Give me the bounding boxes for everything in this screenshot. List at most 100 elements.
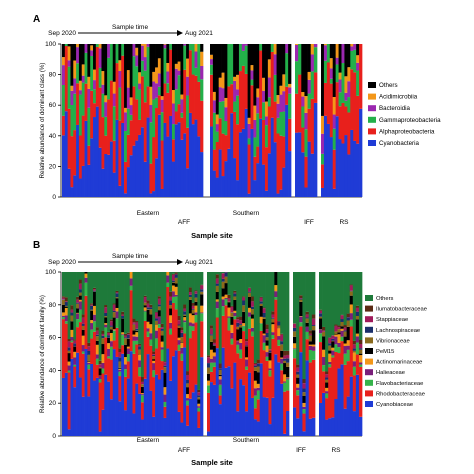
bar-segment-bacteroidia xyxy=(344,92,348,101)
bar-segment-rhodobacteraceae xyxy=(212,366,217,385)
bar-segment-stappiaceae xyxy=(73,340,77,344)
bar-segment-ilumatobacteraceae xyxy=(207,355,211,358)
bar-segment-stappiaceae xyxy=(81,317,85,324)
bar-segment-rhodobacteraceae xyxy=(322,371,326,393)
bar-segment-actinomarinaceae xyxy=(221,296,225,300)
bar-segment-stappiaceae xyxy=(236,319,240,323)
bar-segment-stappiaceae xyxy=(146,303,150,308)
bar-segment-rhodobacteraceae xyxy=(253,408,258,420)
bar-segment-others xyxy=(325,272,329,372)
bar-segment-halieaceae xyxy=(171,291,176,297)
bar-segment-rhodobacteraceae xyxy=(302,413,306,432)
bar-segment-flavobacteriaceae xyxy=(296,390,300,396)
bar-segment-acidimicrobiia xyxy=(323,44,328,46)
bar-segment-cyanobiaceae xyxy=(146,354,150,436)
bar-segment-halieaceae xyxy=(109,341,114,347)
bar-segment-acidimicrobiia xyxy=(129,97,133,106)
bar-segment-bacteroidia xyxy=(129,105,133,115)
bar-segment-bacteroidia xyxy=(264,116,269,126)
bar-segment-halieaceae xyxy=(340,330,344,337)
bar-segment-actinomarinaceae xyxy=(233,310,237,313)
bar-segment-acidimicrobiia xyxy=(288,83,292,88)
bar-segment-alphaproteobacteria xyxy=(183,69,187,134)
bar-segment-others xyxy=(200,272,204,285)
bar-segment-flavobacteriaceae xyxy=(215,308,220,318)
bar-segment-halieaceae xyxy=(118,369,122,372)
bar-segment-gammaproteobacteria xyxy=(276,117,280,134)
y-tick-label: 20 xyxy=(49,163,57,170)
bar-segment-stappiaceae xyxy=(115,292,119,294)
bar-segment-vibrionaceae xyxy=(322,331,326,337)
bar-segment-alphaproteobacteria xyxy=(288,118,292,152)
bar-segment-alphaproteobacteria xyxy=(174,111,178,125)
bar-segment-acidimicrobiia xyxy=(90,45,94,51)
bar-segment-stappiaceae xyxy=(174,273,178,275)
bar-segment-stappiaceae xyxy=(200,285,204,290)
bar-segment-bacteroidia xyxy=(177,70,181,76)
bar-segment-alphaproteobacteria xyxy=(132,86,136,146)
bar-segment-bacteroidia xyxy=(236,89,240,96)
bar-segment-vibrionaceae xyxy=(112,312,116,318)
bar-segment-alphaproteobacteria xyxy=(70,136,74,188)
bar-segment-lachnospiraceae xyxy=(233,293,237,297)
bar-segment-cyanobiaceae xyxy=(227,366,231,436)
bar-segment-pem15 xyxy=(174,283,178,287)
bar-segment-cyanobacteria xyxy=(143,161,147,197)
bar-segment-others xyxy=(135,272,139,322)
bar-segment-lachnospiraceae xyxy=(126,334,131,339)
bar-segment-cyanobiaceae xyxy=(90,363,94,436)
bar-segment-lachnospiraceae xyxy=(319,313,323,317)
bar-segment-acidimicrobiia xyxy=(276,95,280,104)
bar-segment-stappiaceae xyxy=(253,363,258,366)
legend-swatch xyxy=(365,316,373,323)
bar-segment-others xyxy=(197,272,201,390)
bar-segment-cyanobiaceae xyxy=(334,399,338,436)
bar-segment-rhodobacteraceae xyxy=(135,344,139,384)
bar-segment-flavobacteriaceae xyxy=(209,362,214,372)
bar-segment-others xyxy=(253,272,258,363)
bar-segment-stappiaceae xyxy=(259,297,263,302)
bar-segment-actinomarinaceae xyxy=(169,315,173,323)
bar-segment-cyanobacteria xyxy=(95,106,100,197)
bar-segment-bacteroidia xyxy=(73,78,77,94)
bar-segment-flavobacteriaceae xyxy=(146,331,150,337)
bar-segment-cyanobiaceae xyxy=(200,357,204,436)
bar-segment-cyanobacteria xyxy=(335,116,339,197)
y-tick-label: 0 xyxy=(52,194,56,201)
bar-segment-halieaceae xyxy=(138,360,142,368)
bar-segment-rhodobacteraceae xyxy=(331,357,335,418)
bars xyxy=(62,44,363,197)
bar-segment-vibrionaceae xyxy=(163,367,167,373)
bar-segment-stappiaceae xyxy=(265,329,269,333)
bar-segment-rhodobacteraceae xyxy=(118,376,122,402)
x-axis-label: Sample site xyxy=(191,231,233,240)
bar-segment-halieaceae xyxy=(132,336,136,341)
bar-segment-alphaproteobacteria xyxy=(76,83,80,125)
bar-segment-others xyxy=(76,272,80,297)
bar-segment-others xyxy=(321,44,325,116)
bar-segment-acidimicrobiia xyxy=(112,81,116,94)
bar-segment-lachnospiraceae xyxy=(331,338,335,341)
bar-segment-others xyxy=(152,272,156,352)
bar-segment-gammaproteobacteria xyxy=(238,44,243,72)
bar-segment-vibrionaceae xyxy=(95,336,100,341)
bar-segment-acidimicrobiia xyxy=(62,57,66,66)
bar-segment-alphaproteobacteria xyxy=(262,119,266,165)
legend-swatch xyxy=(365,379,373,386)
bar-segment-pem15 xyxy=(93,291,97,306)
bar-segment-bacteroidia xyxy=(132,44,136,57)
bar-segment-alphaproteobacteria xyxy=(155,108,159,159)
bar-segment-bacteroidia xyxy=(76,47,80,64)
bar-segment-rhodobacteraceae xyxy=(200,321,204,358)
bar-segment-alphaproteobacteria xyxy=(259,50,263,119)
bar-segment-others xyxy=(247,44,251,118)
bar-segment-actinomarinaceae xyxy=(253,380,258,389)
bar-segment-flavobacteriaceae xyxy=(174,296,178,310)
bar-segment-vibrionaceae xyxy=(76,303,80,309)
bar-segment-ilumatobacteraceae xyxy=(242,296,246,298)
bar-segment-bacteroidia xyxy=(329,68,334,79)
bar-segment-flavobacteriaceae xyxy=(132,340,136,354)
bar-segment-cyanobacteria xyxy=(118,185,122,197)
bar-segment-acidimicrobiia xyxy=(256,88,260,98)
bar-segment-flavobacteriaceae xyxy=(305,331,310,340)
